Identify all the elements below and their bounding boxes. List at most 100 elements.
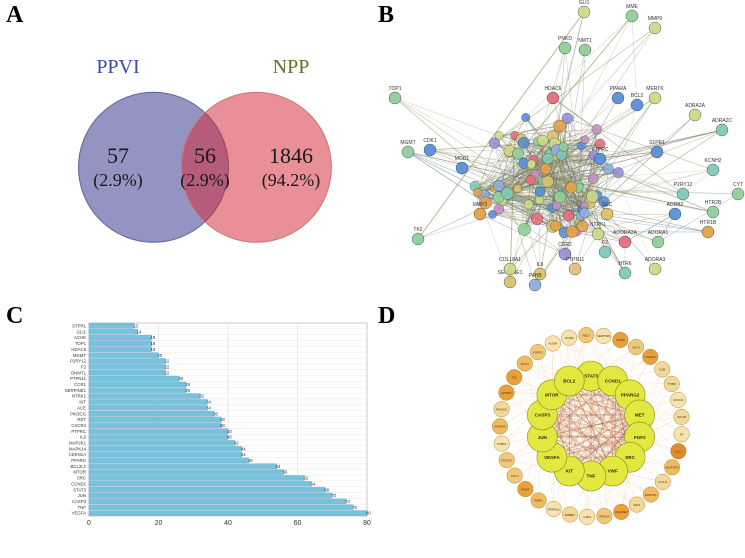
svg-text:PPVI: PPVI	[96, 56, 139, 78]
svg-text:P2RY12: P2RY12	[70, 359, 87, 364]
svg-text:57: 57	[107, 143, 129, 168]
svg-text:CXCR4: CXCR4	[673, 398, 684, 402]
svg-text:MGMT: MGMT	[400, 140, 415, 146]
svg-text:(2.9%): (2.9%)	[180, 170, 229, 191]
svg-text:THBS1: THBS1	[497, 442, 507, 446]
svg-text:0: 0	[87, 520, 91, 527]
svg-text:70: 70	[331, 493, 336, 498]
svg-text:JUN: JUN	[538, 435, 548, 440]
svg-text:IL6: IL6	[80, 435, 87, 440]
svg-text:HTR2B: HTR2B	[705, 200, 722, 206]
svg-text:44: 44	[241, 452, 246, 457]
svg-text:MTOR: MTOR	[73, 470, 86, 475]
svg-text:42: 42	[234, 440, 239, 445]
svg-text:ACE: ACE	[77, 405, 86, 410]
svg-text:40: 40	[227, 435, 232, 440]
svg-text:PPARG: PPARG	[71, 458, 86, 463]
svg-text:MERTK: MERTK	[646, 86, 664, 92]
svg-text:18: 18	[151, 347, 156, 352]
svg-text:MET: MET	[635, 413, 645, 418]
svg-text:36: 36	[213, 411, 218, 416]
svg-text:BMP1: BMP1	[534, 499, 543, 503]
svg-text:56: 56	[194, 143, 216, 168]
svg-text:MTOR: MTOR	[545, 393, 559, 398]
svg-text:TK2: TK2	[413, 227, 422, 233]
svg-text:ADORA3: ADORA3	[645, 257, 666, 263]
svg-text:NTRK1: NTRK1	[72, 394, 87, 399]
svg-text:74: 74	[345, 499, 350, 504]
svg-text:F2: F2	[81, 364, 87, 369]
svg-text:COL18A1: COL18A1	[499, 257, 521, 263]
svg-text:MOD1: MOD1	[455, 156, 470, 162]
svg-text:1846: 1846	[269, 143, 313, 168]
svg-text:IGF1R: IGF1R	[677, 415, 687, 419]
svg-text:GLI1: GLI1	[77, 329, 87, 334]
svg-text:ADORA2A: ADORA2A	[613, 230, 638, 236]
svg-text:EIF4: EIF4	[634, 503, 641, 507]
svg-text:AKT1: AKT1	[632, 345, 640, 349]
svg-text:CCR1: CCR1	[74, 382, 86, 387]
svg-text:62: 62	[303, 476, 308, 481]
svg-text:SRC: SRC	[77, 476, 86, 481]
svg-text:HCRTR2: HCRTR2	[666, 466, 679, 470]
svg-text:ERBB1: ERBB1	[565, 513, 575, 517]
svg-text:34: 34	[206, 400, 211, 405]
svg-text:40: 40	[227, 429, 232, 434]
svg-text:CASP3: CASP3	[535, 413, 551, 418]
svg-text:NMT1: NMT1	[578, 38, 592, 44]
svg-text:64: 64	[310, 481, 315, 486]
svg-text:F11: F11	[512, 376, 517, 380]
svg-text:IL1B: IL1B	[659, 368, 665, 372]
svg-text:STPR1: STPR1	[72, 324, 86, 329]
svg-text:76: 76	[352, 505, 357, 510]
svg-text:FGFR2: FGFR2	[645, 355, 655, 359]
svg-text:ACHE: ACHE	[74, 335, 86, 340]
svg-text:SERPINB: SERPINB	[597, 334, 611, 338]
svg-text:HDAC6: HDAC6	[545, 86, 562, 92]
svg-text:PTPRC: PTPRC	[71, 429, 86, 434]
svg-text:18: 18	[151, 335, 156, 340]
svg-text:STAT3: STAT3	[73, 487, 86, 492]
svg-text:(94.2%): (94.2%)	[262, 170, 320, 191]
svg-text:PTPRC: PTPRC	[592, 147, 609, 153]
svg-text:MAP2K1: MAP2K1	[69, 440, 87, 445]
svg-text:ADORA1: ADORA1	[648, 230, 669, 236]
svg-text:CYT: CYT	[733, 182, 743, 188]
svg-text:MAPK14: MAPK14	[69, 446, 87, 451]
svg-text:PPARA: PPARA	[610, 86, 627, 92]
svg-text:STAT3: STAT3	[584, 374, 598, 379]
svg-text:SERPINE1: SERPINE1	[65, 388, 87, 393]
svg-text:PIK3CA: PIK3CA	[496, 408, 508, 412]
svg-text:FGF2: FGF2	[634, 435, 646, 440]
svg-text:F3: F3	[680, 433, 684, 437]
svg-text:KIT: KIT	[566, 469, 574, 474]
svg-text:SRC: SRC	[625, 455, 635, 460]
svg-text:MGMT: MGMT	[73, 353, 87, 358]
svg-text:80: 80	[363, 520, 371, 527]
svg-text:KITLG: KITLG	[658, 480, 668, 484]
svg-text:IGFBP2: IGFBP2	[501, 391, 512, 395]
svg-text:ROCK2: ROCK2	[501, 459, 512, 463]
svg-text:DNMT1: DNMT1	[71, 370, 86, 375]
svg-text:VEGFA: VEGFA	[544, 455, 560, 460]
svg-text:TNF: TNF	[587, 474, 596, 479]
svg-text:RELT: RELT	[582, 333, 590, 337]
svg-text:S1PR1: S1PR1	[649, 140, 665, 146]
svg-text:CCR2: CCR2	[558, 242, 572, 248]
svg-text:VEGFA: VEGFA	[72, 511, 86, 516]
svg-text:38: 38	[220, 417, 225, 422]
svg-text:RET: RET	[77, 417, 86, 422]
svg-text:TOP1: TOP1	[75, 341, 87, 346]
svg-text:BCL2: BCL2	[563, 379, 575, 384]
svg-text:BCL2L1: BCL2L1	[70, 464, 86, 469]
svg-text:20: 20	[158, 353, 163, 358]
svg-text:18: 18	[151, 341, 156, 346]
svg-text:32: 32	[199, 394, 204, 399]
svg-text:PTPN11: PTPN11	[70, 376, 87, 381]
svg-text:(2.9%): (2.9%)	[93, 170, 142, 191]
svg-text:GAB1: GAB1	[583, 515, 592, 519]
svg-text:PLAU: PLAU	[521, 362, 529, 366]
svg-text:ADRB2: ADRB2	[667, 202, 684, 208]
svg-text:AGER: AGER	[548, 342, 558, 346]
svg-text:IGFBP3: IGFBP3	[494, 425, 505, 429]
